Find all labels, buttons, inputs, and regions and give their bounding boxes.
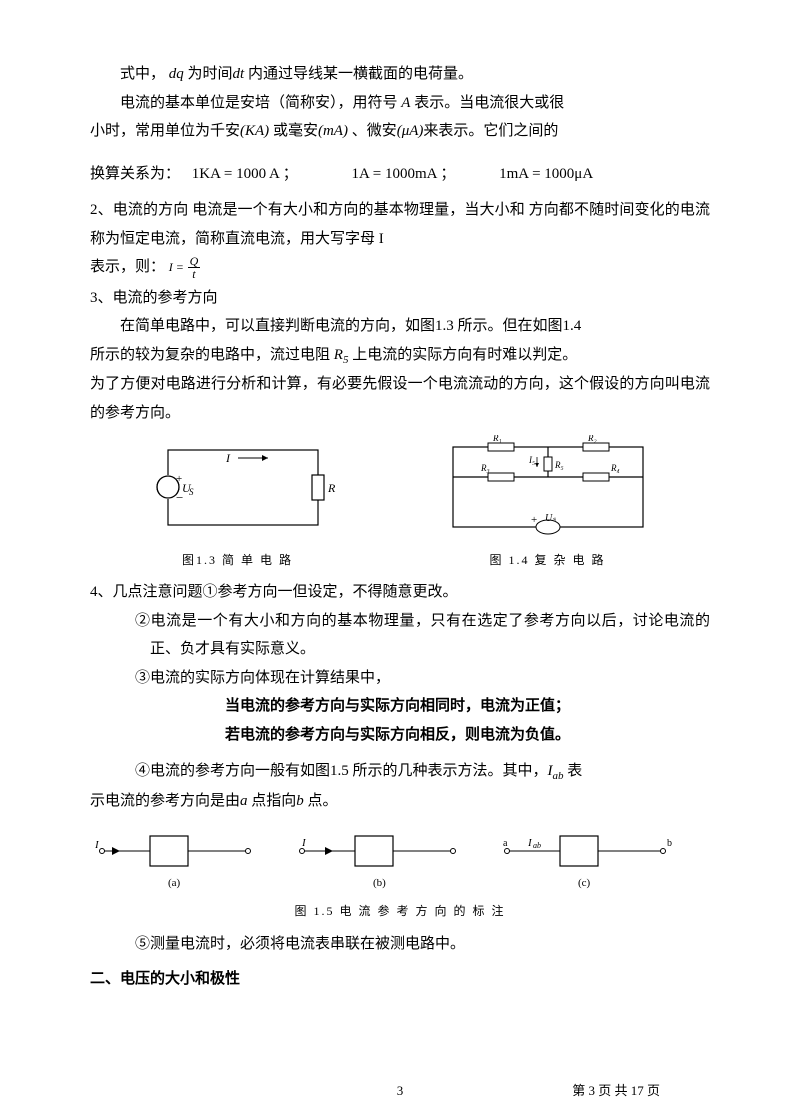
paragraph: ⑤测量电流时，必须将电流表串联在被测电路中。: [90, 930, 710, 959]
figure-1-5: I (a) I (b) a I ab b (c): [90, 826, 710, 923]
paragraph: ④电流的参考方向一般有如图1.5 所示的几种表示方法。其中，Iab 表: [90, 757, 710, 787]
text: 内通过导线某一横截面的电荷量。: [248, 66, 473, 82]
fraction: Q t: [188, 255, 201, 280]
svg-text:R₅: R₅: [554, 460, 564, 470]
paragraph: 在简单电路中，可以直接判断电流的方向，如图1.3 所示。但在如图1.4: [90, 312, 710, 341]
figure-row: + − U S R I 图1.3 简 单 电 路 R₁: [90, 435, 710, 572]
symbol-mA: (mA): [318, 123, 348, 139]
paragraph: 电流的基本单位是安培（简称安），用符号 A 表示。当电流很大或很: [90, 89, 710, 118]
page-total: 17: [631, 1083, 644, 1098]
svg-text:I: I: [94, 839, 100, 851]
paragraph: 示电流的参考方向是由a 点指向b 点。: [90, 787, 710, 816]
fraction-denominator: t: [188, 268, 201, 280]
svg-text:(c): (c): [578, 877, 591, 889]
equation-I: I =: [169, 260, 184, 274]
svg-text:R₄: R₄: [610, 463, 620, 473]
paragraph: 4、几点注意问题①参考方向一但设定，不得随意更改。: [90, 578, 710, 607]
paragraph-bold: 当电流的参考方向与实际方向相同时，电流为正值；: [90, 692, 710, 721]
figure-caption: 图1.3 简 单 电 路: [138, 549, 338, 572]
paragraph: 3、电流的参考方向: [90, 284, 710, 313]
text: 为时间: [188, 66, 233, 82]
symbol-KA: (KA): [240, 123, 269, 139]
text: 当电流的参考方向与实际方向相同时，电流为正值；: [225, 698, 570, 714]
text: 4、几点注意问题①参考方向一但设定，不得随意更改。: [90, 584, 458, 600]
paragraph-bold: 若电流的参考方向与实际方向相反，则电流为负值。: [90, 721, 710, 750]
svg-text:R: R: [327, 481, 336, 495]
svg-text:R₃: R₃: [480, 463, 490, 473]
figure-caption: 图 1.4 复 杂 电 路: [433, 549, 663, 572]
text: 点。: [304, 793, 338, 809]
text: 点指向: [248, 793, 297, 809]
text: 3、电流的参考方向: [90, 290, 218, 306]
equation: 1A = 1000mA ；: [352, 166, 456, 182]
svg-text:R₂: R₂: [587, 435, 597, 443]
text: 上电流的实际方向有时难以判定。: [348, 347, 577, 363]
text: 若电流的参考方向与实际方向相反，则电流为负值。: [225, 727, 570, 743]
symbol-R5: R: [334, 347, 343, 363]
document-page: 式中， dq 为时间dt 内通过导线某一横截面的电荷量。 电流的基本单位是安培（…: [0, 0, 800, 1109]
circuit-simple-icon: + − U S R I: [138, 435, 338, 545]
text: 2、电流的方向 电流是一个有大小和方向的基本物理量，当大小和 方向都不随时间变化…: [90, 202, 710, 247]
symbol-Iab-sub: ab: [553, 770, 564, 782]
figure-1-3: + − U S R I 图1.3 简 单 电 路: [138, 435, 338, 572]
text: 在简单电路中，可以直接判断电流的方向，如图1.3 所示。但在如图1.4: [120, 318, 581, 334]
current-direction-icon: I (a) I (b) a I ab b (c): [90, 826, 710, 896]
symbol-a: a: [240, 793, 248, 809]
equation-row: 换算关系为： 1KA = 1000 A ； 1A = 1000mA ； 1mA …: [90, 160, 710, 189]
symbol-dt: dt: [233, 66, 245, 82]
text: 第: [572, 1083, 588, 1098]
text: ③电流的实际方向体现在计算结果中，: [135, 670, 390, 686]
text: 电流的基本单位是安培（简称安），用符号: [120, 95, 401, 111]
svg-text:a: a: [503, 838, 508, 849]
text: 来表示。它们之间的: [423, 123, 558, 139]
paragraph: 2、电流的方向 电流是一个有大小和方向的基本物理量，当大小和 方向都不随时间变化…: [90, 196, 710, 253]
text: 表: [564, 763, 583, 779]
text: ④电流的参考方向一般有如图1.5 所示的几种表示方法。其中，: [135, 763, 548, 779]
text: 表示，则：: [90, 259, 165, 275]
text: ⑤测量电流时，必须将电流表串联在被测电路中。: [135, 936, 465, 952]
figure-1-4: R₁ R₂ R₃ R₅ I₅ R₄ + Uₛ: [433, 435, 663, 572]
text: 小时，常用单位为千安: [90, 123, 240, 139]
svg-text:b: b: [667, 838, 672, 849]
svg-text:I₅: I₅: [528, 455, 535, 465]
svg-text:I: I: [301, 837, 307, 849]
svg-text:(a): (a): [168, 877, 181, 889]
svg-text:ab: ab: [533, 841, 541, 850]
paragraph: 小时，常用单位为千安(KA) 或毫安(mA) 、微安(μA)来表示。它们之间的: [90, 117, 710, 146]
symbol-dq: dq: [169, 66, 184, 82]
page-number-right: 第 3 页 共 17 页: [572, 1079, 660, 1104]
paragraph: ③电流的实际方向体现在计算结果中，: [90, 664, 710, 693]
page-number-center: 3: [397, 1079, 404, 1104]
symbol-uA: (μA): [397, 123, 424, 139]
paragraph: 所示的较为复杂的电路中，流过电阻 R5 上电流的实际方向有时难以判定。: [90, 341, 710, 371]
text: 或毫安: [273, 123, 318, 139]
figure-caption: 图 1.5 电 流 参 考 方 向 的 标 注: [90, 900, 710, 923]
circuit-complex-icon: R₁ R₂ R₃ R₅ I₅ R₄ + Uₛ: [433, 435, 663, 545]
text: 换算关系为：: [90, 166, 180, 182]
paragraph: 式中， dq 为时间dt 内通过导线某一横截面的电荷量。: [90, 60, 710, 89]
text: 所示的较为复杂的电路中，流过电阻: [90, 347, 334, 363]
text: 式中，: [120, 66, 165, 82]
svg-text:Uₛ: Uₛ: [545, 513, 556, 524]
svg-text:(b): (b): [373, 877, 386, 889]
text: 页 共: [595, 1083, 631, 1098]
symbol-b: b: [296, 793, 304, 809]
text: ②电流是一个有大小和方向的基本物理量，只有在选定了参考方向以后，讨论电流的正、负…: [135, 613, 710, 658]
text: 二、电压的大小和极性: [90, 971, 240, 987]
paragraph: ②电流是一个有大小和方向的基本物理量，只有在选定了参考方向以后，讨论电流的正、负…: [105, 607, 710, 664]
text: 页: [644, 1083, 660, 1098]
text: 表示。当电流很大或很: [410, 95, 564, 111]
svg-text:S: S: [189, 487, 194, 497]
text: 、微安: [352, 123, 397, 139]
svg-text:R₁: R₁: [492, 435, 502, 443]
text: 为了方便对电路进行分析和计算，有必要先假设一个电流流动的方向，这个假设的方向叫电…: [90, 376, 710, 421]
section-heading: 二、电压的大小和极性: [90, 965, 710, 994]
svg-text:+: +: [531, 514, 537, 526]
equation: 1mA = 1000μA: [499, 166, 593, 182]
svg-text:I: I: [225, 451, 231, 465]
paragraph: 为了方便对电路进行分析和计算，有必要先假设一个电流流动的方向，这个假设的方向叫电…: [90, 370, 710, 427]
equation: 1KA = 1000 A ；: [192, 166, 298, 182]
paragraph: 表示，则： I = Q t: [90, 253, 710, 282]
text: 示电流的参考方向是由: [90, 793, 240, 809]
